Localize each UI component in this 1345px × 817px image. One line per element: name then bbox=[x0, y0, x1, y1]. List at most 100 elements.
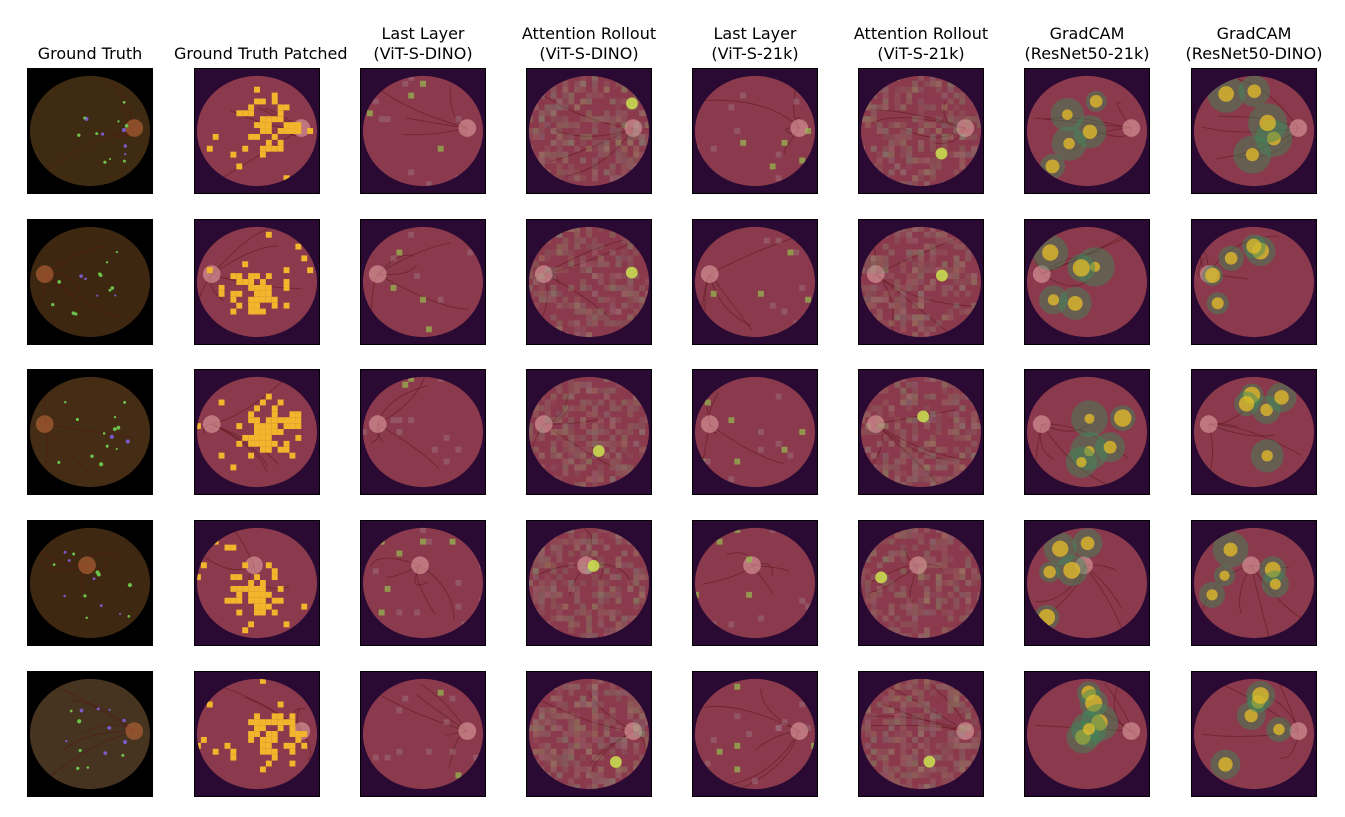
fundus-image bbox=[1192, 370, 1316, 494]
fundus-tile-roll-dino bbox=[526, 520, 652, 646]
column-header-title: GradCAM bbox=[1049, 24, 1125, 43]
fundus-image bbox=[28, 521, 152, 645]
fundus-tile-gradcam-21k bbox=[1024, 520, 1150, 646]
fundus-image bbox=[361, 220, 485, 344]
column-header-title: Last Layer bbox=[381, 24, 465, 43]
fundus-image bbox=[693, 672, 817, 796]
fundus-image bbox=[28, 672, 152, 796]
fundus-image bbox=[1025, 220, 1149, 344]
fundus-tile-roll-21k bbox=[858, 68, 984, 194]
column-header-title: Ground Truth bbox=[37, 44, 143, 63]
fundus-image bbox=[527, 521, 651, 645]
fundus-image bbox=[195, 370, 319, 494]
fundus-image bbox=[28, 220, 152, 344]
fundus-image bbox=[361, 521, 485, 645]
fundus-tile-roll-dino bbox=[526, 671, 652, 797]
fundus-tile-roll-21k bbox=[858, 520, 984, 646]
column-header-subtitle: (ViT-S-21k) bbox=[877, 44, 965, 63]
column-header-title: GradCAM bbox=[1216, 24, 1292, 43]
fundus-tile-gradcam-dino bbox=[1191, 369, 1317, 495]
column-header-gt: Ground Truth bbox=[7, 0, 173, 64]
fundus-tile-gradcam-21k bbox=[1024, 68, 1150, 194]
fundus-image bbox=[1025, 521, 1149, 645]
column-header-title: Ground Truth Patched bbox=[174, 44, 348, 63]
fundus-tile-gt bbox=[27, 219, 153, 345]
fundus-tile-last-dino bbox=[360, 219, 486, 345]
fundus-tile-last-dino bbox=[360, 520, 486, 646]
fundus-tile-gradcam-dino bbox=[1191, 68, 1317, 194]
fundus-image bbox=[361, 370, 485, 494]
column-header-subtitle: (ResNet50-DINO) bbox=[1185, 44, 1323, 63]
column-header-gradcam-dino: GradCAM (ResNet50-DINO) bbox=[1171, 0, 1337, 64]
fundus-image bbox=[859, 370, 983, 494]
fundus-tile-gt bbox=[27, 68, 153, 194]
fundus-tile-last-21k bbox=[692, 68, 818, 194]
fundus-tile-roll-dino bbox=[526, 219, 652, 345]
column-header-last-21k: Last Layer (ViT-S-21k) bbox=[672, 0, 838, 64]
fundus-image bbox=[195, 69, 319, 193]
fundus-image bbox=[693, 521, 817, 645]
fundus-tile-roll-dino bbox=[526, 68, 652, 194]
column-header-gradcam-21k: GradCAM (ResNet50-21k) bbox=[1004, 0, 1170, 64]
fundus-image bbox=[361, 69, 485, 193]
fundus-image bbox=[1192, 672, 1316, 796]
fundus-tile-gt-patched bbox=[194, 369, 320, 495]
fundus-image bbox=[859, 672, 983, 796]
fundus-tile-roll-21k bbox=[858, 671, 984, 797]
column-header-subtitle: (ViT-S-DINO) bbox=[373, 44, 473, 63]
fundus-image bbox=[195, 521, 319, 645]
fundus-image bbox=[1192, 69, 1316, 193]
column-header-roll-21k: Attention Rollout (ViT-S-21k) bbox=[838, 0, 1004, 64]
fundus-image bbox=[859, 521, 983, 645]
fundus-tile-roll-dino bbox=[526, 369, 652, 495]
fundus-tile-last-21k bbox=[692, 369, 818, 495]
fundus-image bbox=[1025, 69, 1149, 193]
fundus-tile-last-21k bbox=[692, 219, 818, 345]
fundus-tile-gradcam-dino bbox=[1191, 671, 1317, 797]
column-header-last-dino: Last Layer (ViT-S-DINO) bbox=[340, 0, 506, 64]
fundus-image bbox=[1192, 521, 1316, 645]
column-header-roll-dino: Attention Rollout (ViT-S-DINO) bbox=[506, 0, 672, 64]
fundus-image bbox=[28, 370, 152, 494]
fundus-image bbox=[527, 370, 651, 494]
fundus-tile-gt bbox=[27, 520, 153, 646]
fundus-image bbox=[527, 220, 651, 344]
fundus-image bbox=[859, 220, 983, 344]
fundus-tile-last-dino bbox=[360, 671, 486, 797]
fundus-tile-gt bbox=[27, 369, 153, 495]
fundus-image bbox=[527, 69, 651, 193]
fundus-image bbox=[195, 672, 319, 796]
fundus-image bbox=[527, 672, 651, 796]
column-header-title: Last Layer bbox=[713, 24, 797, 43]
fundus-image bbox=[693, 69, 817, 193]
fundus-image bbox=[1192, 220, 1316, 344]
fundus-tile-last-21k bbox=[692, 520, 818, 646]
fundus-image bbox=[693, 370, 817, 494]
fundus-image bbox=[361, 672, 485, 796]
fundus-tile-gt-patched bbox=[194, 520, 320, 646]
fundus-tile-roll-21k bbox=[858, 369, 984, 495]
column-header-subtitle: (ViT-S-21k) bbox=[711, 44, 799, 63]
column-header-gt-patched: Ground Truth Patched bbox=[174, 0, 348, 64]
fundus-tile-last-dino bbox=[360, 68, 486, 194]
fundus-tile-last-dino bbox=[360, 369, 486, 495]
fundus-image bbox=[1025, 672, 1149, 796]
fundus-image bbox=[195, 220, 319, 344]
fundus-tile-gt-patched bbox=[194, 68, 320, 194]
fundus-tile-last-21k bbox=[692, 671, 818, 797]
fundus-tile-gradcam-dino bbox=[1191, 520, 1317, 646]
fundus-tile-gt-patched bbox=[194, 219, 320, 345]
fundus-image bbox=[859, 69, 983, 193]
fundus-tile-gradcam-dino bbox=[1191, 219, 1317, 345]
fundus-tile-gradcam-21k bbox=[1024, 671, 1150, 797]
column-header-subtitle: (ViT-S-DINO) bbox=[539, 44, 639, 63]
fundus-image bbox=[28, 69, 152, 193]
fundus-tile-gradcam-21k bbox=[1024, 219, 1150, 345]
fundus-tile-roll-21k bbox=[858, 219, 984, 345]
fundus-tile-gt bbox=[27, 671, 153, 797]
column-header-subtitle: (ResNet50-21k) bbox=[1024, 44, 1150, 63]
fundus-image bbox=[1025, 370, 1149, 494]
fundus-tile-gt-patched bbox=[194, 671, 320, 797]
fundus-image bbox=[693, 220, 817, 344]
fundus-tile-gradcam-21k bbox=[1024, 369, 1150, 495]
